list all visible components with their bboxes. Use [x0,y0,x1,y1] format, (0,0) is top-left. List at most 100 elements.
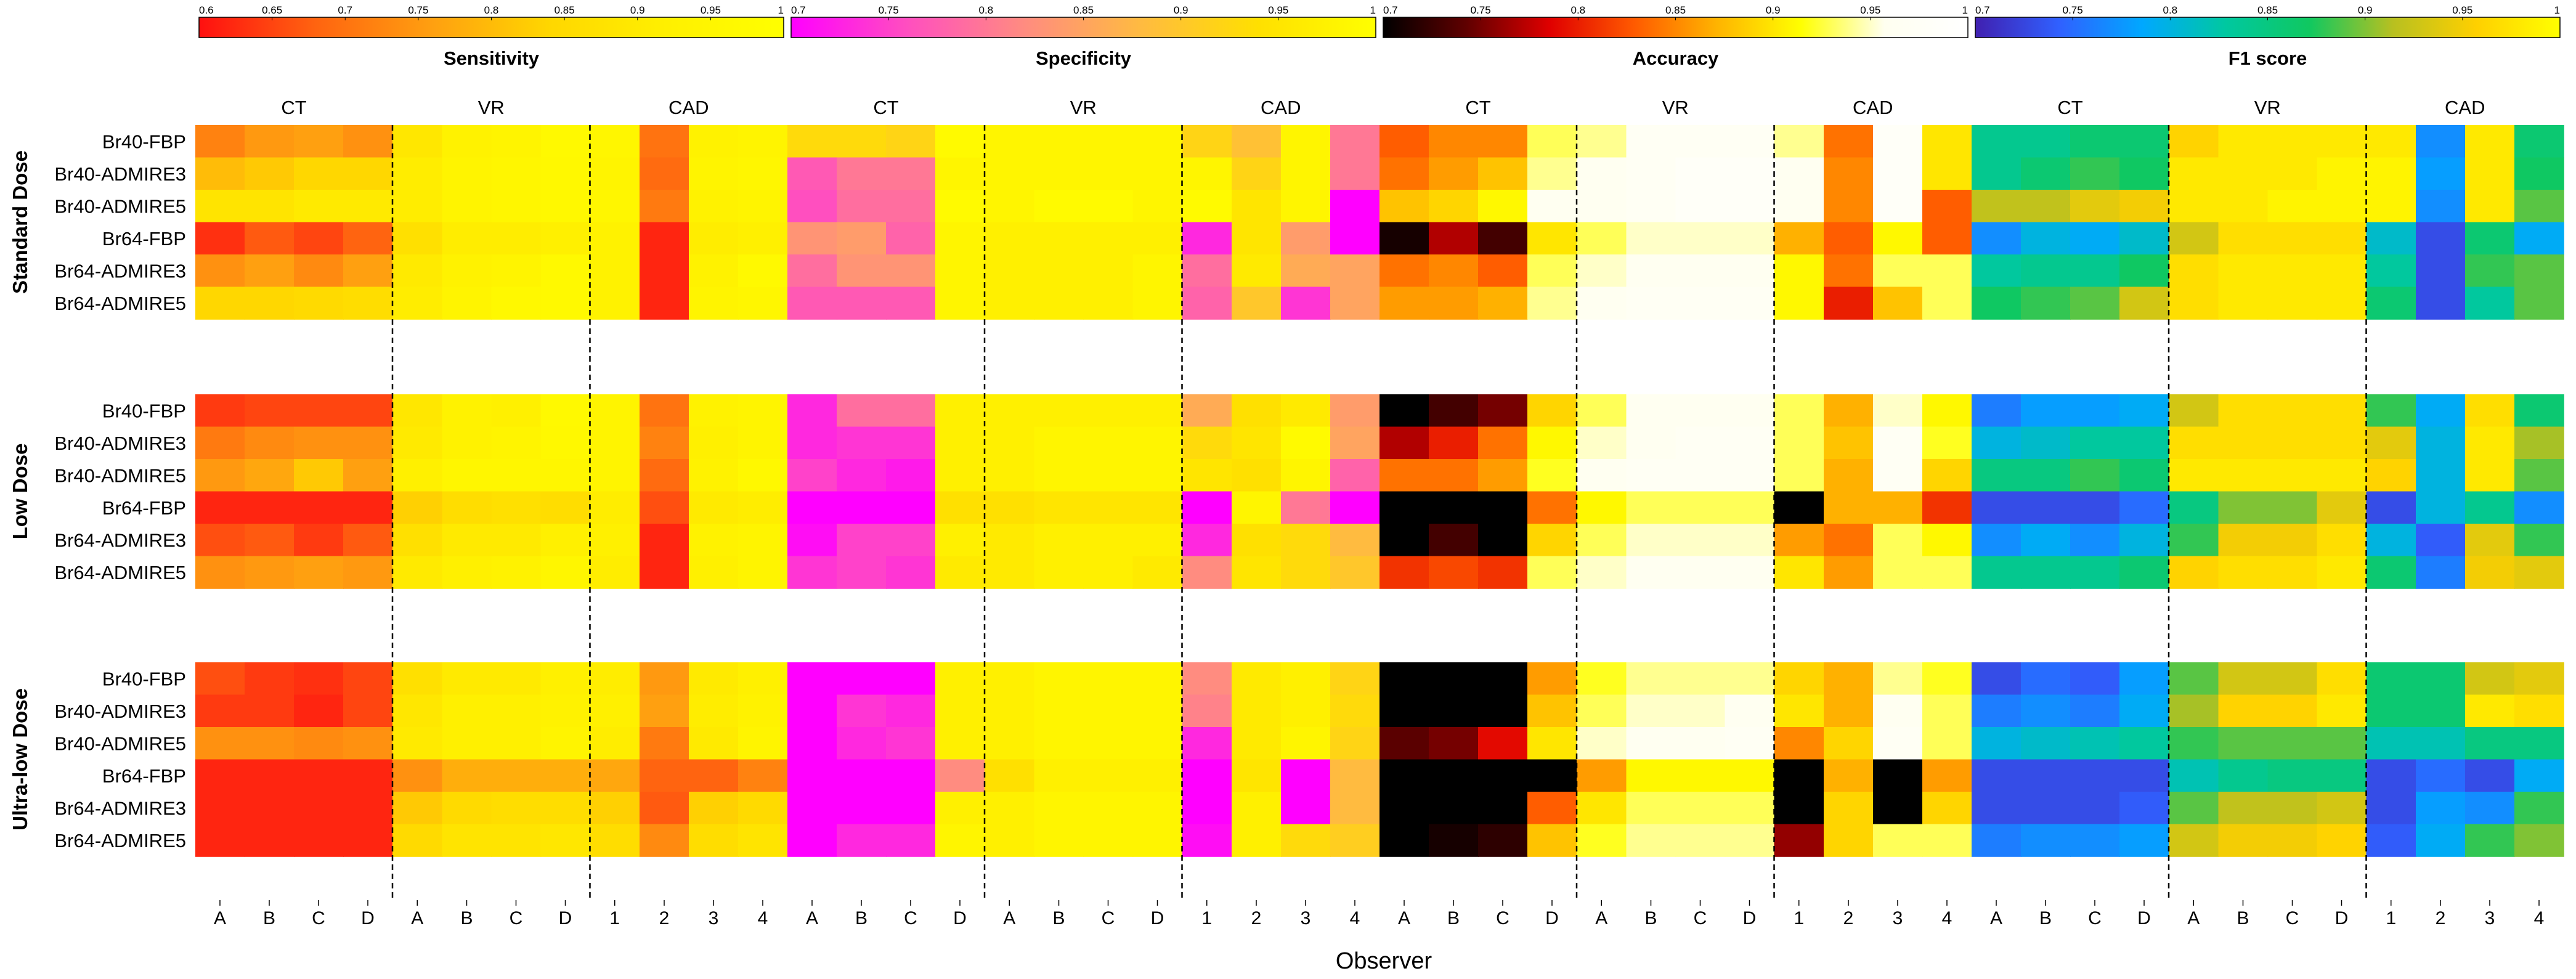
colorbar-tick-label: 0.7 [1383,4,1398,16]
heatmap-cell [1478,524,1528,557]
group-label-vr: VR [1662,97,1689,118]
heatmap-cell [1972,190,2021,223]
heatmap-cell [2218,286,2269,320]
heatmap-cell [837,222,887,255]
heatmap-cell [2267,662,2318,696]
heatmap-cell [2317,727,2367,760]
heatmap-cell [540,459,591,492]
heatmap-cell [1824,491,1874,524]
heatmap-cell [2119,662,2169,696]
colorbar-accuracy [1383,17,1969,38]
heatmap-cell [392,459,443,492]
heatmap-cell [294,125,344,158]
heatmap-cell [1232,125,1282,158]
heatmap-cell [1330,125,1380,158]
heatmap-cell [738,157,788,190]
heatmap-cell [442,190,492,223]
heatmap-cell [1281,426,1331,460]
colorbar-tick-label: 0.85 [2257,4,2278,16]
heatmap-cell [1873,824,1923,857]
observer-label: 2 [2436,908,2446,928]
heatmap-cell [886,824,936,857]
heatmap-cell [985,491,1035,524]
heatmap-cell [540,556,591,589]
heatmap-cell [1478,824,1528,857]
heatmap-cell [195,190,245,223]
heatmap-cell [935,792,985,825]
heatmap-cell [1379,727,1429,760]
heatmap-cell [392,157,443,190]
heatmap-cell [1725,254,1775,288]
heatmap-cell [1725,662,1775,696]
heatmap-cell [640,254,689,288]
heatmap-cell [787,727,837,760]
heatmap-cell [195,222,245,255]
heatmap-cell [935,556,985,589]
heatmap-cell [1675,556,1726,589]
heatmap-cell [540,394,591,428]
heatmap-cell [1922,286,1972,320]
heatmap-cell [1577,125,1627,158]
observer-label: B [460,908,473,928]
heatmap-cell [2119,824,2169,857]
colorbar-tick-label: 1 [1370,4,1376,16]
heatmap-cell [1972,222,2021,255]
heatmap-cell [2169,459,2219,492]
heatmap-cell [1774,694,1824,728]
heatmap-cell [491,190,542,223]
heatmap-cell [590,190,640,223]
heatmap-cell [491,491,542,524]
heatmap-cell [1379,125,1429,158]
heatmap-cell [689,524,739,557]
observer-label: C [1694,908,1707,928]
heatmap-cell [2514,556,2564,589]
heatmap-cell [1527,157,1577,190]
colorbar-tick-label: 0.8 [484,4,499,16]
heatmap-cell [1626,727,1676,760]
heatmap-cell [1281,459,1331,492]
heatmap-cell [195,694,245,728]
heatmap-cell [442,222,492,255]
heatmap-cell [1675,792,1726,825]
heatmap-cell [1330,524,1380,557]
heatmap-cell [1132,824,1183,857]
group-label-ct: CT [1465,97,1490,118]
heatmap-cell [2021,125,2071,158]
heatmap-cell [1182,824,1232,857]
group-label-vr: VR [478,97,505,118]
heatmap-cell [1922,157,1972,190]
observer-label: B [1052,908,1065,928]
heatmap-cell [2514,824,2564,857]
heatmap-cell [392,190,443,223]
heatmap-cell [1527,394,1577,428]
row-label: Br64-ADMIRE3 [54,797,186,819]
heatmap-cell [245,157,295,190]
heatmap-cell [2169,524,2219,557]
heatmap-cell [1922,759,1972,792]
heatmap-cell [2119,254,2169,288]
row-label: Br64-ADMIRE5 [54,562,186,583]
heatmap-cell [2317,759,2367,792]
heatmap-cell [2366,394,2416,428]
heatmap-cell [2218,157,2269,190]
heatmap-cell [2465,426,2515,460]
heatmap-cell [2169,694,2219,728]
heatmap-cell [1922,394,1972,428]
heatmap-cell [1873,459,1923,492]
heatmap-cell [2514,524,2564,557]
heatmap-cell [1972,459,2021,492]
heatmap-cell [590,524,640,557]
heatmap-cell [1034,491,1084,524]
heatmap-cell [837,190,887,223]
heatmap-cell [1922,694,1972,728]
heatmap-cell [1774,125,1824,158]
heatmap-cell [2465,759,2515,792]
heatmap-cell [392,491,443,524]
colorbar-tick-label: 0.9 [630,4,645,16]
heatmap-cell [1725,491,1775,524]
heatmap-cell [1577,694,1627,728]
heatmap-cell [1330,190,1380,223]
heatmap-cell [1577,426,1627,460]
heatmap-cell [2465,286,2515,320]
heatmap-cell [590,286,640,320]
